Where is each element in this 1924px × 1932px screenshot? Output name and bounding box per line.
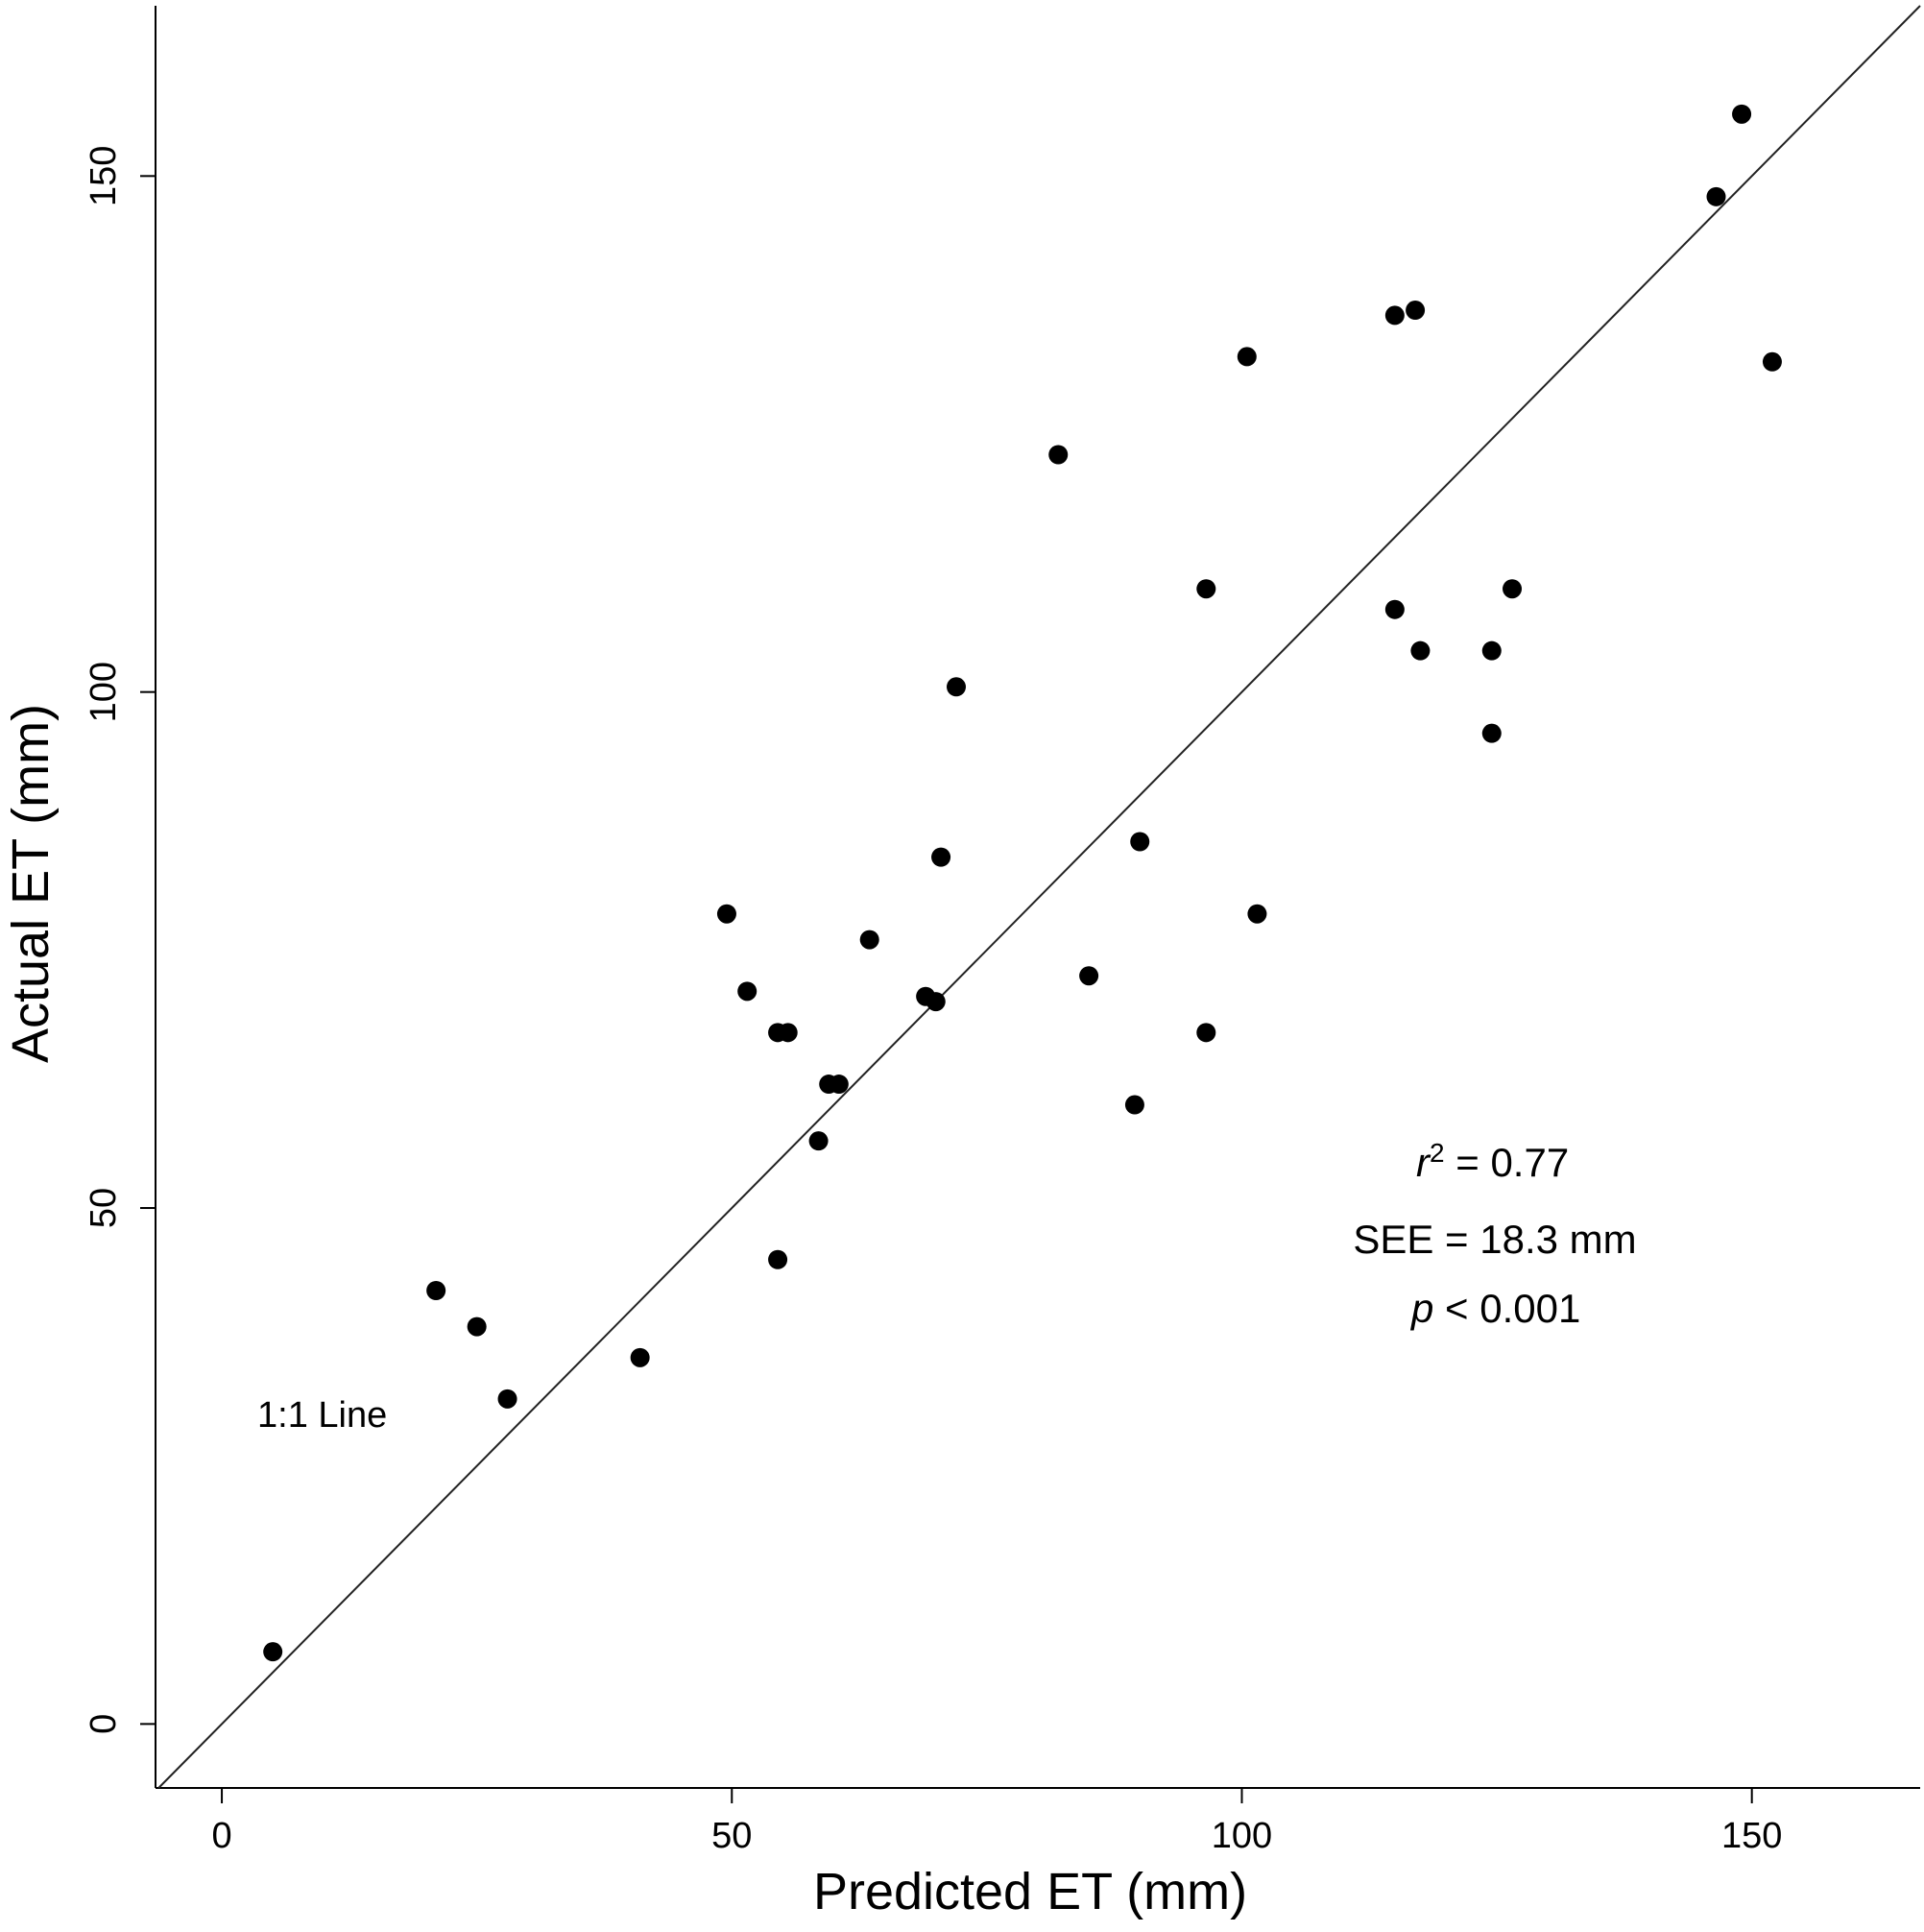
x-tick-label: 100 <box>1212 1816 1272 1856</box>
x-tick-label: 50 <box>711 1816 752 1856</box>
data-point <box>1762 351 1782 372</box>
y-tick-label: 0 <box>84 1714 124 1734</box>
data-point <box>931 847 951 867</box>
data-point <box>926 992 946 1012</box>
data-point <box>1048 445 1069 465</box>
data-point <box>1247 904 1267 924</box>
axis-ticks: 0 50 100 150 0 50 100 150 <box>84 146 1782 1856</box>
plot-lines <box>155 5 1921 1789</box>
data-point <box>1384 305 1405 326</box>
data-point <box>1384 599 1405 619</box>
x-axis-title: Predicted ET (mm) <box>813 1863 1247 1920</box>
one-to-one-line-label: 1:1 Line <box>257 1395 387 1436</box>
data-point <box>716 904 736 924</box>
data-point <box>1406 301 1426 321</box>
p-value: < 0.001 <box>1433 1286 1580 1331</box>
p-symbol: p <box>1409 1286 1433 1331</box>
data-point <box>1124 1095 1144 1115</box>
r-squared-value: = 0.77 <box>1445 1140 1570 1185</box>
r-symbol: r <box>1416 1140 1431 1185</box>
data-point <box>1079 966 1099 986</box>
data-point <box>1503 579 1523 599</box>
x-tick-label: 150 <box>1721 1816 1782 1856</box>
data-point <box>630 1347 650 1367</box>
x-tick-label: 0 <box>211 1816 231 1856</box>
data-point <box>263 1642 283 1662</box>
data-point <box>467 1316 487 1337</box>
data-point <box>808 1131 829 1151</box>
data-point <box>1481 723 1502 743</box>
data-point <box>859 930 879 950</box>
data-point <box>768 1249 788 1269</box>
data-points <box>263 104 1782 1662</box>
data-point <box>1237 347 1257 367</box>
r-superscript: 2 <box>1430 1138 1445 1168</box>
see-stat: SEE = 18.3 mm <box>1353 1217 1636 1262</box>
data-point <box>1130 832 1150 852</box>
data-point <box>497 1389 517 1409</box>
data-point <box>1481 640 1502 661</box>
data-point <box>1196 579 1216 599</box>
data-point <box>1706 186 1726 206</box>
data-point <box>1196 1023 1216 1043</box>
data-point <box>947 677 967 697</box>
one-to-one-line <box>157 5 1921 1789</box>
data-point <box>778 1023 798 1043</box>
data-point <box>1410 640 1431 661</box>
p-value-stat: p < 0.001 <box>1409 1286 1580 1331</box>
y-tick-label: 50 <box>84 1188 124 1228</box>
y-tick-label: 100 <box>84 662 124 722</box>
data-point <box>1732 104 1752 124</box>
r-squared-stat: r2 = 0.77 <box>1416 1138 1569 1186</box>
y-tick-label: 150 <box>84 146 124 206</box>
data-point <box>426 1280 446 1300</box>
y-axis-title: Actual ET (mm) <box>2 704 60 1063</box>
data-point <box>737 981 758 1002</box>
data-point <box>829 1075 849 1095</box>
